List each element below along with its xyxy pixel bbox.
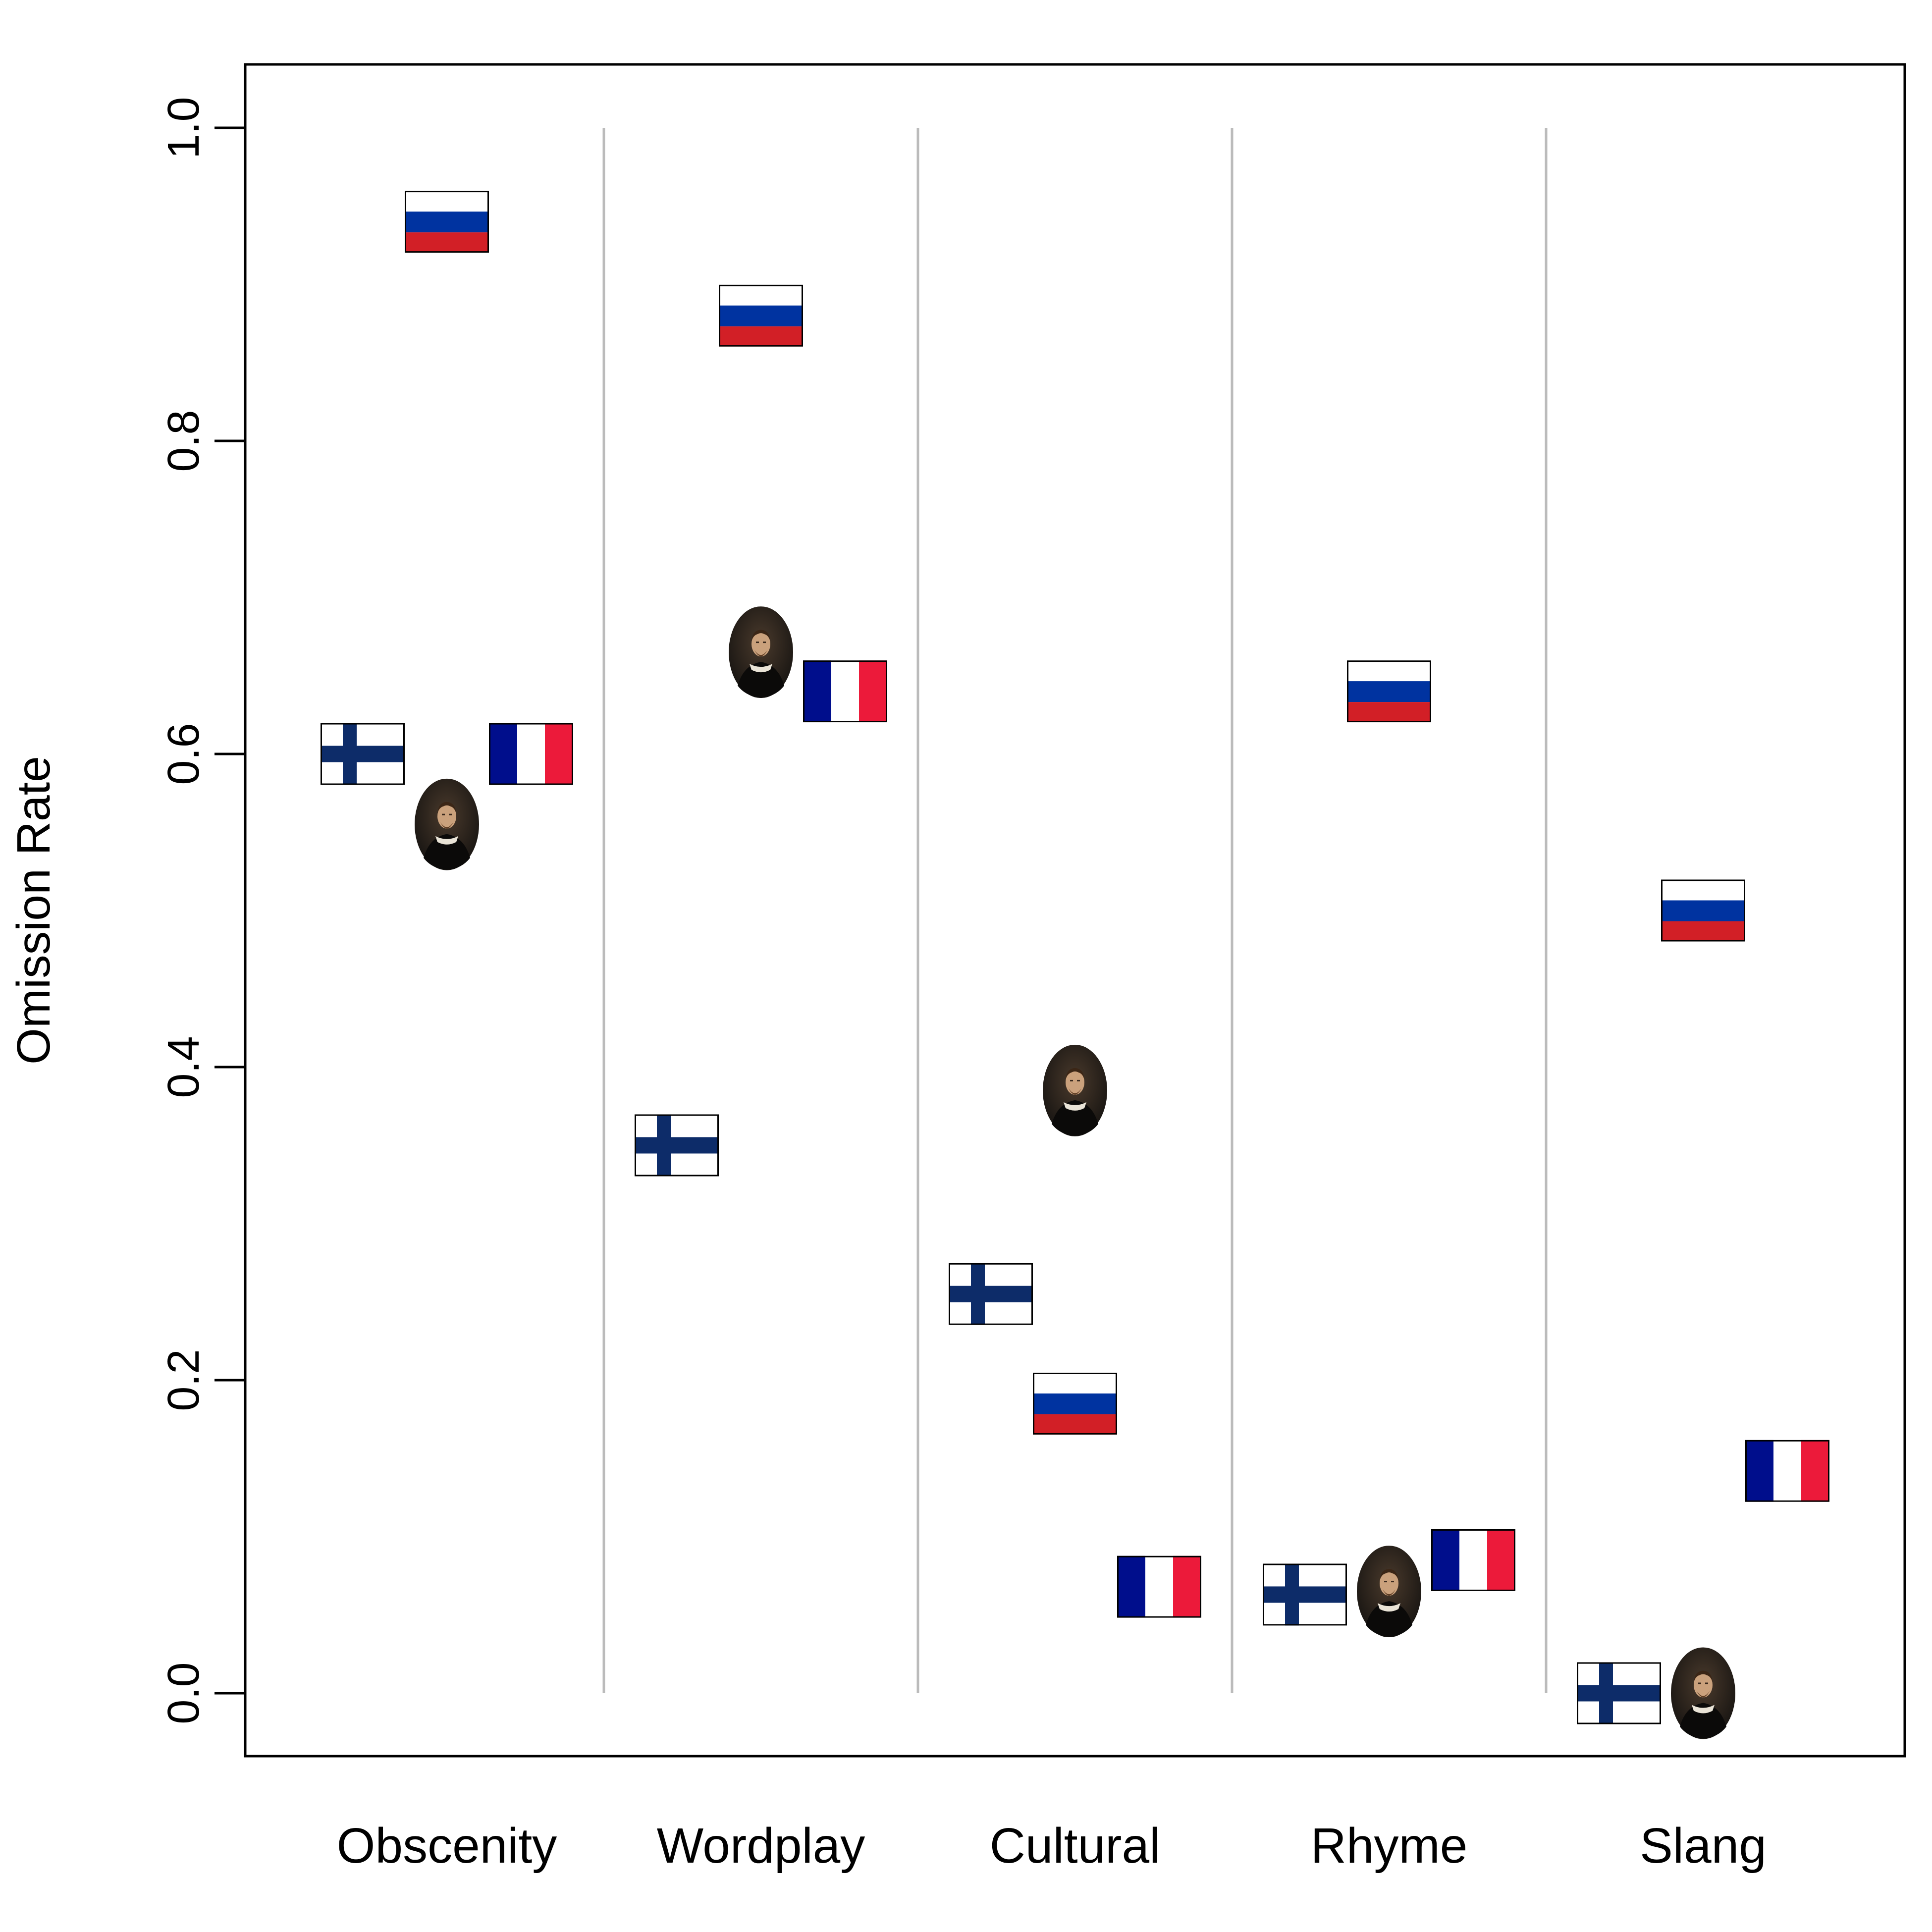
russia-flag-icon <box>1661 879 1745 942</box>
russia-flag-icon <box>719 284 803 347</box>
x-category-label: Cultural <box>990 1818 1161 1874</box>
russia-flag-icon <box>405 191 489 253</box>
y-tick-label: 0.2 <box>159 1349 209 1411</box>
shakespeare-portrait-icon <box>1043 1044 1107 1136</box>
shakespeare-portrait-icon <box>729 606 793 698</box>
y-tick-label: 0.0 <box>159 1662 209 1724</box>
france-flag-icon <box>1117 1556 1201 1618</box>
y-tick-label: 0.6 <box>159 723 209 785</box>
y-tick-label: 0.4 <box>159 1036 209 1098</box>
x-category-label: Rhyme <box>1311 1818 1468 1874</box>
shakespeare-portrait-icon <box>415 778 479 870</box>
x-category-label: Slang <box>1640 1818 1767 1874</box>
shakespeare-portrait-icon <box>1357 1546 1421 1638</box>
x-category-label: Wordplay <box>657 1818 865 1874</box>
plot-frame <box>244 63 1906 1758</box>
y-axis-title: Omission Rate <box>7 756 60 1065</box>
finland-flag-icon <box>321 723 405 785</box>
finland-flag-icon <box>1263 1563 1347 1626</box>
france-flag-icon <box>1431 1529 1515 1591</box>
france-flag-icon <box>1745 1440 1829 1502</box>
x-category-label: Obscenity <box>337 1818 557 1874</box>
y-tick-label: 1.0 <box>159 97 209 159</box>
russia-flag-icon <box>1033 1372 1117 1435</box>
finland-flag-icon <box>635 1114 719 1177</box>
finland-flag-icon <box>1577 1662 1661 1724</box>
france-flag-icon <box>489 723 573 785</box>
russia-flag-icon <box>1347 660 1431 723</box>
shakespeare-portrait-icon <box>1671 1647 1735 1739</box>
finland-flag-icon <box>949 1263 1033 1325</box>
france-flag-icon <box>803 660 887 723</box>
y-tick-label: 0.8 <box>159 410 209 472</box>
